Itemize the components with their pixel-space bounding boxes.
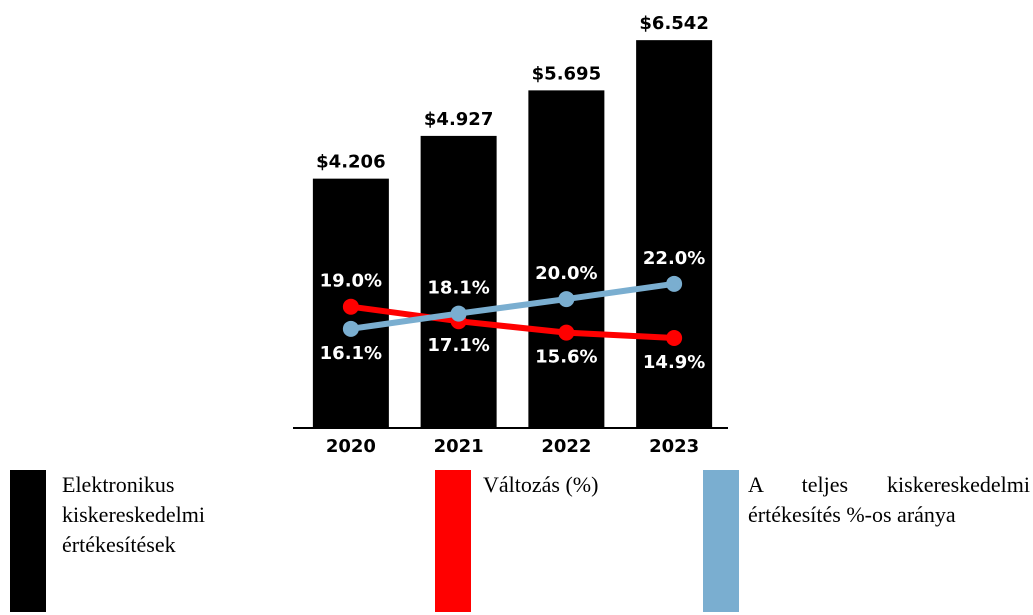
bar xyxy=(636,40,713,428)
line-point xyxy=(342,298,359,315)
x-tick-label: 2020 xyxy=(326,436,376,457)
line-value-label: 22.0% xyxy=(643,248,705,269)
line-point xyxy=(666,275,683,292)
line-value-label: 14.9% xyxy=(643,352,705,373)
line xyxy=(350,303,675,341)
bar xyxy=(420,135,497,428)
line-point xyxy=(666,329,683,346)
x-tick-label: 2022 xyxy=(541,436,591,457)
legend-swatch xyxy=(10,470,46,612)
chart: 2020 2021 2022 2023 $4.206 $4.927 $5.695 $6.542… xyxy=(293,13,728,457)
line-value-label: 16.1% xyxy=(320,343,382,364)
line-value-label: 18.1% xyxy=(427,278,489,299)
line-value-label: 17.1% xyxy=(427,335,489,356)
legend-swatch xyxy=(703,470,739,612)
legend-swatch xyxy=(435,470,471,612)
line-point xyxy=(558,291,575,308)
line-value-label: 20.0% xyxy=(535,263,597,284)
legend-label: A teljes kiskereskedelmi értékesítés %-o… xyxy=(748,472,1030,527)
bar-value-label: $4.206 xyxy=(316,152,385,173)
x-tick-label: 2023 xyxy=(649,436,699,457)
line-value-label: 15.6% xyxy=(535,347,597,368)
line-value-label: 19.0% xyxy=(320,271,382,292)
x-tick-label: 2021 xyxy=(434,436,484,457)
line xyxy=(350,280,675,332)
bar-value-label: $4.927 xyxy=(424,109,493,130)
legend-label: Elektronikus kiskereskedelmi értékesítés… xyxy=(62,472,205,557)
line-point xyxy=(342,320,359,337)
bar-value-label: $5.695 xyxy=(532,63,601,84)
legend-label: Változás (%) xyxy=(483,472,599,497)
line-point xyxy=(558,324,575,341)
bar xyxy=(528,90,605,428)
line-point xyxy=(450,305,467,322)
bar-value-label: $6.542 xyxy=(639,13,708,34)
